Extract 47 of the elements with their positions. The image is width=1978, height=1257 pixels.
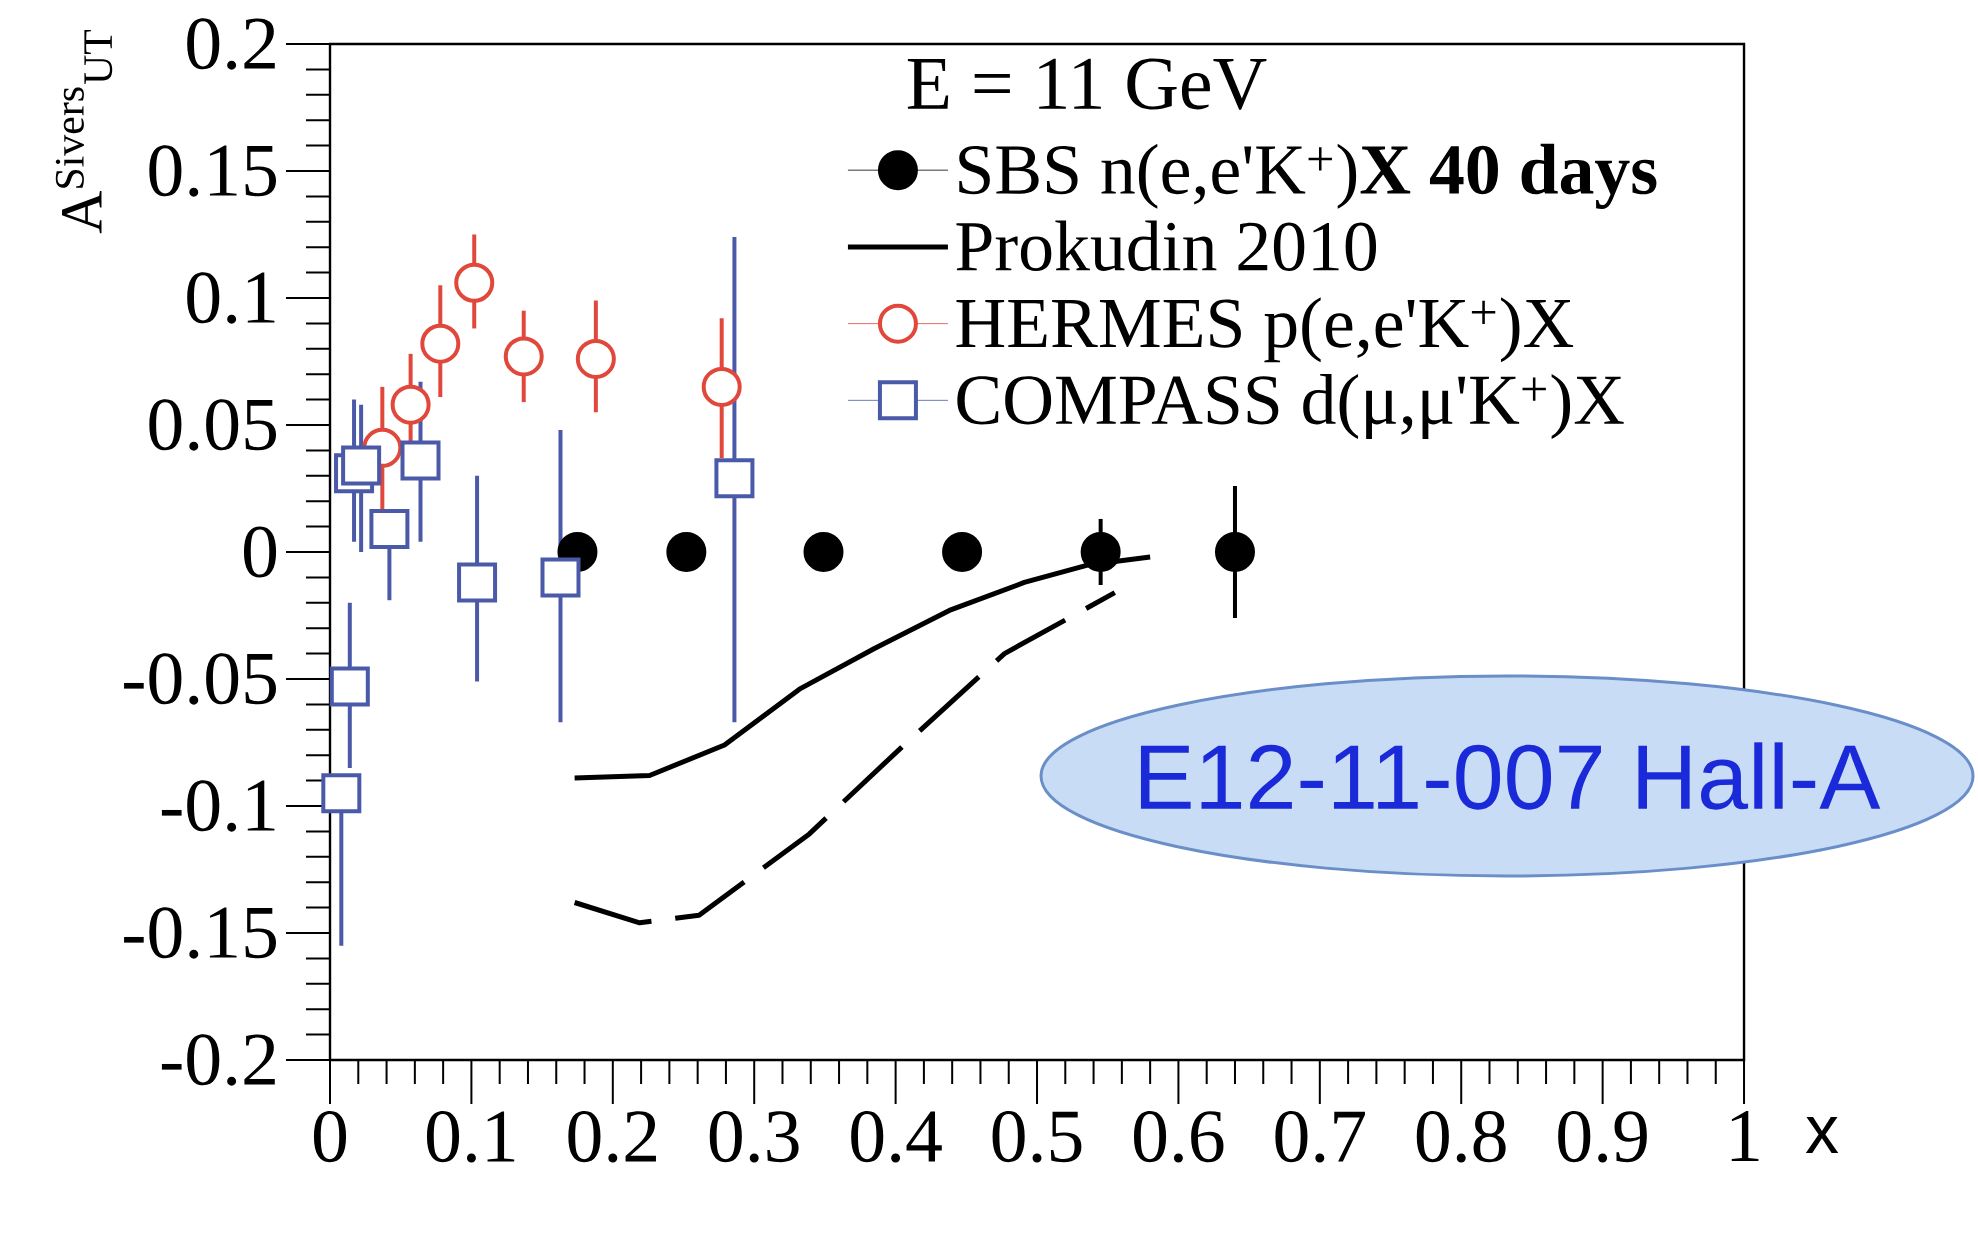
x-tick-label: 0.2: [568, 1111, 656, 1163]
point: [400, 440, 441, 481]
y-axis-title: A$^{Sivers}$UT: [55, 29, 113, 234]
point: [1080, 531, 1121, 572]
point: [369, 509, 410, 550]
annotation: E12-11-007 Hall-A: [1140, 742, 1881, 810]
point: [701, 366, 742, 407]
point: [803, 531, 844, 572]
point: [329, 666, 370, 707]
point: [540, 557, 581, 598]
y-tick-label: 0: [243, 526, 277, 578]
x-tick-label: 0.6: [1133, 1111, 1224, 1163]
y-tick-label: -0.2: [161, 1034, 275, 1086]
point: [390, 384, 431, 425]
x-tick-label: 0.7: [1275, 1111, 1365, 1163]
point: [457, 562, 498, 603]
y-tick-label: -0.15: [124, 907, 277, 959]
point: [341, 445, 382, 486]
x-tick-label: 0.1: [426, 1111, 515, 1163]
y-tick-label: 0.05: [149, 399, 277, 451]
y-tick-label: 0.2: [187, 18, 275, 70]
legend-label: HERMES p(e,e'K$^{+}$)X: [956, 297, 1574, 363]
point: [666, 531, 707, 572]
y-tick-label: 0.15: [149, 145, 277, 197]
x-tick-label: 0.9: [1558, 1111, 1647, 1163]
legend-label: COMPASS d(μ,μ'K$^{+}$)X: [957, 373, 1624, 440]
x-tick-label: 0.5: [992, 1111, 1082, 1163]
x-tick-label: 0.3: [709, 1111, 799, 1163]
point: [420, 323, 461, 364]
legend-label: SBS n(e,e'K$^{+}$)X 40 days: [959, 143, 1657, 210]
y-tick-label: 0.1: [187, 272, 275, 324]
point: [321, 773, 362, 814]
point: [714, 458, 755, 499]
point: [575, 338, 616, 379]
y-tick-label: -0.1: [161, 780, 275, 832]
x-axis-title: x: [1805, 1117, 1839, 1153]
point: [503, 336, 544, 377]
legend-title: E = 11 GeV: [907, 58, 1267, 110]
point: [1214, 531, 1255, 572]
point: [454, 262, 495, 303]
x-tick-label: 0: [313, 1111, 347, 1163]
x-tick-label: 0.4: [851, 1111, 942, 1163]
x-tick-label: 1: [1731, 1111, 1759, 1162]
legend-label: Prokudin 2010: [956, 220, 1377, 271]
y-tick-label: -0.05: [124, 653, 277, 705]
x-tick-label: 0.8: [1416, 1111, 1506, 1163]
point: [942, 531, 983, 572]
